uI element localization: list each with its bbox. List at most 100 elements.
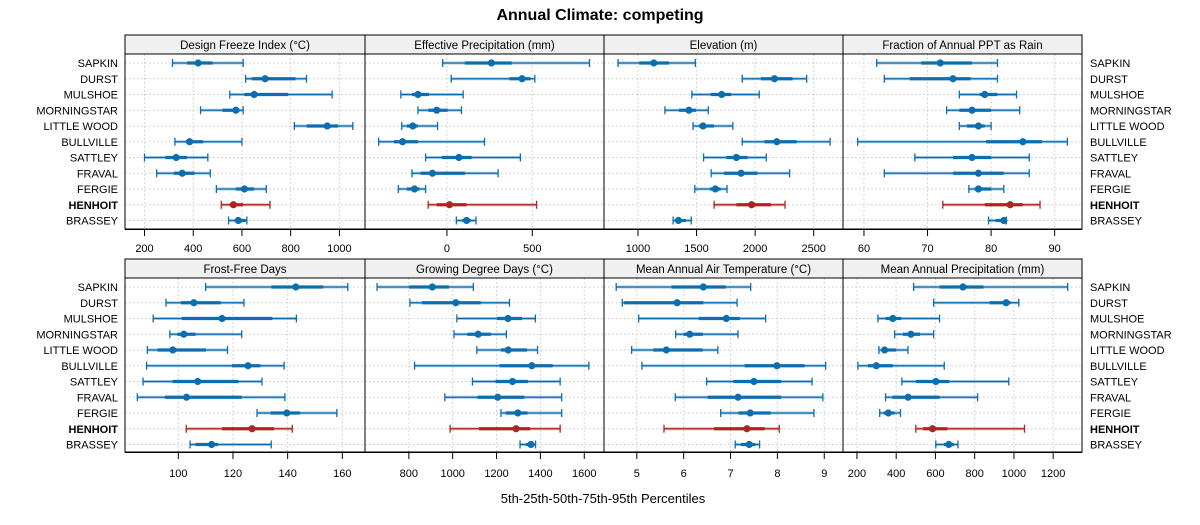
median-point bbox=[445, 201, 454, 209]
median-point bbox=[889, 314, 897, 323]
median-point bbox=[884, 409, 892, 417]
x-tick-label: 1000 bbox=[440, 468, 464, 480]
median-point bbox=[185, 138, 194, 146]
category-label-left: HENHOIT bbox=[69, 200, 119, 212]
median-point bbox=[409, 122, 417, 130]
category-label-right: DURST bbox=[1090, 74, 1128, 86]
median-point bbox=[283, 409, 291, 417]
median-point bbox=[182, 393, 191, 401]
data-row-fergie bbox=[968, 185, 1005, 193]
panel-title: Elevation (m) bbox=[690, 40, 758, 52]
median-point bbox=[172, 153, 180, 162]
category-label-left: MULSHOE bbox=[64, 90, 118, 102]
category-label-right: FRAVAL bbox=[1090, 392, 1131, 404]
x-tick-label: 70 bbox=[921, 243, 933, 255]
x-tick-label: 600 bbox=[233, 243, 251, 255]
median-point bbox=[462, 216, 471, 225]
data-row-bullville bbox=[413, 361, 590, 370]
data-row-brassey bbox=[519, 440, 537, 449]
data-row-sapkin bbox=[912, 283, 1069, 291]
data-row-fergie bbox=[694, 185, 728, 193]
data-row-henhoit bbox=[942, 200, 1041, 209]
median-point bbox=[398, 138, 407, 146]
data-row-morningstar bbox=[169, 330, 243, 339]
median-point bbox=[180, 330, 188, 338]
median-point bbox=[178, 169, 186, 177]
data-row-sapkin bbox=[376, 283, 474, 291]
median-point bbox=[928, 425, 937, 433]
median-point bbox=[686, 330, 694, 338]
median-point bbox=[1006, 201, 1014, 209]
data-row-mulshoe bbox=[456, 314, 537, 323]
data-row-henhoit bbox=[713, 200, 786, 209]
x-tick-label: 100 bbox=[169, 468, 187, 480]
category-label-left: FRAVAL bbox=[77, 392, 118, 404]
median-point bbox=[528, 362, 536, 370]
median-point bbox=[504, 346, 512, 354]
category-label-right: BRASSEY bbox=[1090, 216, 1143, 228]
category-label-left: SATTLEY bbox=[70, 377, 119, 389]
category-label-left: FERGIE bbox=[77, 408, 118, 420]
median-point bbox=[750, 377, 758, 386]
median-point bbox=[662, 346, 670, 354]
category-label-right: FERGIE bbox=[1090, 408, 1131, 420]
data-row-fergie bbox=[256, 409, 338, 417]
x-tick-label: 200 bbox=[135, 243, 153, 255]
data-row-sattley bbox=[142, 377, 263, 386]
category-label-left: LITTLE WOOD bbox=[43, 121, 118, 133]
category-label-right: SAPKIN bbox=[1090, 282, 1130, 294]
median-point bbox=[945, 440, 953, 449]
data-row-sapkin bbox=[171, 59, 244, 67]
data-row-sattley bbox=[471, 377, 561, 386]
median-point bbox=[232, 106, 240, 114]
median-point bbox=[904, 393, 912, 401]
data-row-morningstar bbox=[664, 106, 709, 115]
x-tick-label: 60 bbox=[858, 243, 870, 255]
median-point bbox=[773, 138, 781, 146]
data-row-fraval bbox=[710, 169, 791, 178]
data-row-fraval bbox=[444, 393, 563, 402]
data-row-brassey bbox=[227, 216, 248, 225]
x-tick-label: 5 bbox=[634, 468, 640, 480]
median-point bbox=[414, 90, 422, 99]
data-row-durst bbox=[741, 74, 808, 83]
data-row-brassey bbox=[455, 216, 477, 225]
panels-group: Design Freeze Index (°C)200 400 600 800 1000… bbox=[36, 34, 1172, 480]
median-point bbox=[190, 299, 198, 307]
panel-title: Effective Precipitation (mm) bbox=[414, 40, 555, 52]
x-tick-label: 800 bbox=[282, 243, 300, 255]
panel-title: Design Freeze Index (°C) bbox=[180, 40, 310, 52]
data-row-sattley bbox=[914, 153, 1030, 162]
median-point bbox=[936, 59, 944, 67]
panel-8: Mean Annual Precipitation (mm) 200 400 600 8… bbox=[842, 258, 1083, 480]
data-row-durst bbox=[450, 74, 536, 83]
data-row-fergie bbox=[215, 185, 267, 193]
median-point bbox=[234, 216, 242, 225]
data-row-fergie bbox=[397, 185, 427, 193]
median-point bbox=[880, 346, 889, 354]
x-tick-label: 160 bbox=[333, 468, 351, 480]
data-row-brassey bbox=[734, 440, 761, 449]
median-point bbox=[770, 75, 779, 83]
data-row-sapkin bbox=[615, 283, 752, 291]
data-row-fraval bbox=[674, 393, 824, 402]
data-row-durst bbox=[165, 298, 245, 307]
median-point bbox=[673, 299, 681, 307]
category-label-left: SAPKIN bbox=[78, 282, 118, 294]
data-row-henhoit bbox=[427, 200, 538, 209]
data-row-fergie bbox=[879, 409, 902, 417]
data-row-little-wood bbox=[476, 346, 539, 354]
x-tick-label: 90 bbox=[1049, 243, 1061, 255]
data-row-brassey bbox=[672, 216, 692, 225]
data-row-sattley bbox=[702, 153, 767, 162]
category-label-left: MORNINGSTAR bbox=[36, 105, 118, 117]
median-point bbox=[512, 425, 520, 433]
data-row-fergie bbox=[720, 409, 815, 417]
data-row-bullville bbox=[145, 361, 285, 370]
x-axis-label: 5th-25th-50th-75th-95th Percentiles bbox=[501, 491, 706, 506]
median-point bbox=[732, 153, 740, 162]
category-label-left: HENHOIT bbox=[69, 424, 119, 436]
panel-7: Mean Annual Air Temperature (°C) 5 6 7 8 9 bbox=[603, 258, 844, 480]
median-point bbox=[194, 377, 202, 386]
data-row-sattley bbox=[143, 153, 209, 162]
